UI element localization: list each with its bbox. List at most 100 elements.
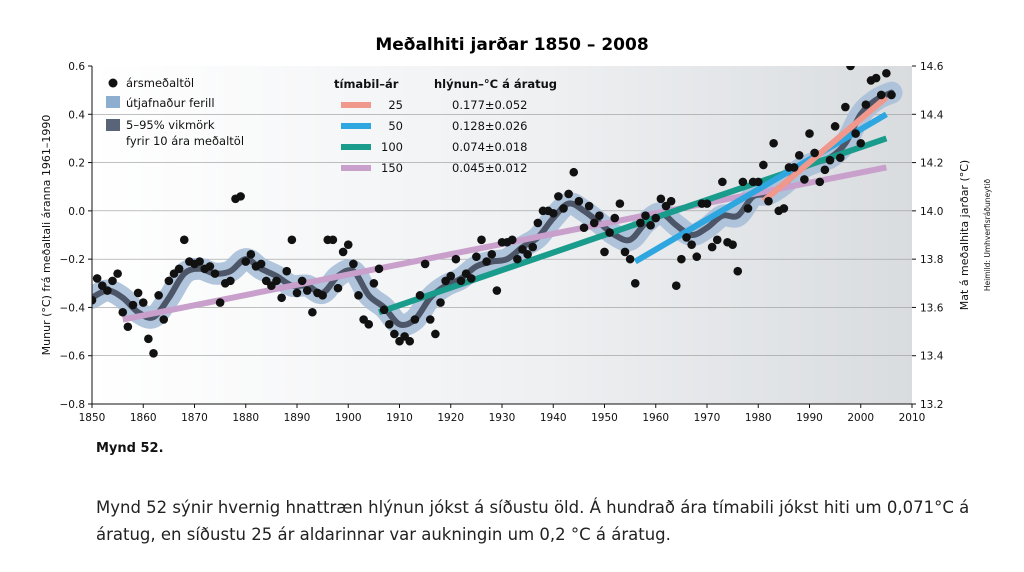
x-tick-label: 2010 [899,412,926,424]
legend-period-header: tímabil–ár [334,77,399,91]
annual-point [820,165,830,175]
annual-point [123,322,133,332]
x-tick-label: 1980 [745,412,772,424]
annual-point [671,281,681,291]
annual-point [810,148,819,158]
y-tick-label: 0.4 [68,109,85,121]
annual-point [507,235,517,245]
annual-point [144,334,153,344]
y-ticks: 0.6 0.4 0.2 0.0 −0.2 −0.4 −0.6 −0.8 [60,61,92,411]
annual-point [677,254,686,264]
annual-point [246,250,256,259]
x-tick-label: 1960 [642,412,669,424]
legend-trend-swatch [341,144,371,150]
annual-point [133,288,143,298]
annual-point [636,218,645,228]
y-tick-label: −0.8 [60,399,86,411]
annual-point [830,122,840,131]
legend-trend-swatch [341,165,371,171]
annual-point [769,138,778,148]
annual-point [205,262,215,271]
legend-trend-rate: 0.177±0.052 [452,98,527,112]
annual-point [733,266,743,276]
y-tick-label: −0.2 [60,254,86,266]
annual-point [882,68,891,78]
legend-left: ársmeðaltöl útjafnaður ferill 5–95% vikm… [106,76,244,148]
annual-point [410,315,420,324]
annual-point [610,213,620,223]
legend-trend-swatch [341,123,371,129]
annual-point [625,254,635,264]
annual-point [682,233,691,242]
annual-point [308,307,317,317]
annual-point [656,194,666,204]
legend-band-swatch [106,119,120,131]
y-tick-label: 0.6 [68,61,85,73]
annual-point [646,221,655,230]
annual-point [318,291,327,300]
annual-point [369,278,379,288]
annual-point [728,240,737,249]
annual-point [559,204,568,213]
annual-point [179,235,189,245]
annual-point [738,177,748,187]
annual-point [856,138,866,148]
y-tick-label: 0.2 [68,158,85,170]
annual-point [651,213,661,223]
annual-point [154,291,163,300]
annual-point [302,286,312,295]
annual-point [103,286,112,295]
annual-point [753,177,763,187]
legend-trends: tímabil–ár hlýnun–°C á áratug 25 0.177±0.… [334,77,557,175]
annual-point [825,155,835,165]
annual-point [349,259,358,269]
annual-point [466,274,476,283]
annual-point [431,329,440,339]
annual-point [620,247,630,257]
legend-trend-period: 50 [388,119,403,133]
annual-point [800,175,809,184]
annual-point [477,235,486,245]
annual-point [641,211,650,220]
annual-point [528,242,538,252]
annual-point [390,329,399,339]
annual-point [523,250,532,259]
annual-point [702,199,712,208]
trend-line-50 [633,111,888,265]
legend-band-label-1: 5–95% vikmörk [126,118,215,132]
annual-point [764,196,773,206]
annual-point [876,90,886,100]
x-tick-label: 2000 [847,412,874,424]
annual-point [241,257,251,266]
x-tick-label: 1940 [540,412,567,424]
legend-dot-icon [108,78,118,88]
x-ticks: 1850 1860 1870 1880 1890 1900 1910 1920 1930 1940… [79,404,926,424]
x-tick-label: 1860 [130,412,157,424]
annual-point [236,192,245,201]
y2-tick-label: 14.6 [920,61,944,73]
annual-point [605,228,614,237]
annual-point [554,192,563,201]
annual-point [292,288,302,298]
annual-point [364,320,374,329]
x-tick-label: 1950 [591,412,618,424]
y2-tick-label: 13.2 [920,399,943,411]
annual-point [210,269,220,278]
annual-point [887,90,896,100]
x-tick-label: 1880 [232,412,259,424]
annual-point [666,196,676,206]
annual-point [584,201,594,211]
y2-tick-label: 13.6 [920,302,944,314]
figure-label: Mynd 52. [96,441,164,456]
annual-point [569,167,579,177]
annual-point [487,250,497,259]
x-tick-label: 1920 [437,412,464,424]
annual-point [861,100,871,109]
annual-point [851,129,860,138]
annual-point [759,160,768,170]
temperature-chart: Meðalhiti jarðar 1850 – 2008 1850 1860 187… [40,35,992,424]
annual-point [805,129,814,138]
annual-point [574,196,584,206]
annual-point [589,218,599,228]
y2-tick-label: 14.4 [920,109,944,121]
